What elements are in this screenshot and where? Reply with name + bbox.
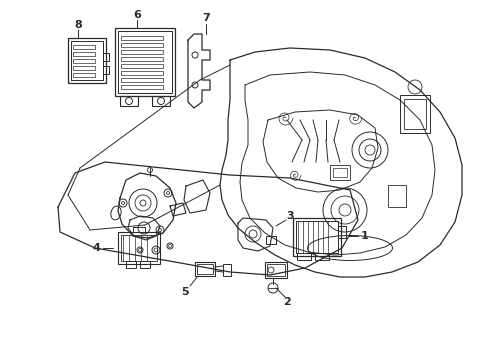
Bar xyxy=(73,73,95,77)
Bar xyxy=(120,96,138,106)
Bar xyxy=(103,53,109,61)
Bar xyxy=(118,232,160,264)
Bar xyxy=(118,31,172,93)
Text: 7: 7 xyxy=(202,13,210,23)
Bar xyxy=(121,235,157,261)
Bar xyxy=(265,262,287,278)
Bar xyxy=(73,45,95,49)
Bar xyxy=(68,38,106,83)
Bar xyxy=(121,57,163,61)
Bar xyxy=(103,66,109,74)
Bar xyxy=(121,36,163,40)
Bar xyxy=(121,71,163,75)
Bar xyxy=(195,262,215,276)
Bar xyxy=(121,43,163,47)
Text: 2: 2 xyxy=(283,297,291,307)
Text: 4: 4 xyxy=(92,243,100,253)
Bar xyxy=(115,28,175,96)
Text: 6: 6 xyxy=(133,10,141,20)
Bar xyxy=(400,95,430,133)
Bar xyxy=(293,218,341,256)
Bar xyxy=(121,78,163,82)
Bar xyxy=(333,168,347,177)
Bar xyxy=(338,226,346,238)
Text: 1: 1 xyxy=(361,231,369,241)
Bar xyxy=(73,59,95,63)
Bar xyxy=(121,64,163,68)
Bar xyxy=(126,261,136,268)
Bar xyxy=(71,41,103,80)
Bar xyxy=(73,66,95,70)
Text: 5: 5 xyxy=(181,287,189,297)
Bar xyxy=(152,96,170,106)
Bar xyxy=(140,261,150,268)
Text: 8: 8 xyxy=(74,20,82,30)
Bar xyxy=(330,165,350,180)
Text: 3: 3 xyxy=(286,211,294,221)
Bar xyxy=(121,50,163,54)
Bar xyxy=(266,236,276,244)
Bar xyxy=(73,52,95,56)
Bar xyxy=(121,85,163,89)
Bar xyxy=(133,227,145,232)
Bar xyxy=(267,264,285,276)
Bar xyxy=(223,264,231,276)
Bar xyxy=(197,264,213,274)
Bar xyxy=(296,221,338,253)
Bar xyxy=(315,253,329,260)
Bar xyxy=(388,185,406,207)
Bar xyxy=(404,99,426,129)
Bar xyxy=(297,253,311,260)
